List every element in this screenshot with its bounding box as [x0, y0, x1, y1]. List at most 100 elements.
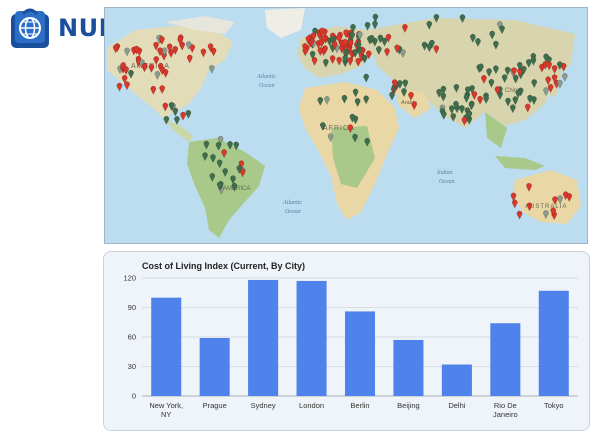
map-pin[interactable] — [215, 141, 222, 151]
map-pin[interactable] — [121, 75, 128, 84]
map-pin[interactable] — [320, 122, 326, 131]
map-pin[interactable] — [470, 34, 476, 43]
map-pin[interactable] — [471, 91, 478, 100]
map-pin[interactable] — [311, 57, 318, 66]
map-pin[interactable] — [302, 43, 308, 53]
map-pin[interactable] — [159, 66, 165, 76]
map-pin[interactable] — [210, 154, 216, 163]
map-pin[interactable] — [141, 63, 148, 73]
map-pin[interactable] — [217, 135, 224, 145]
map-pin[interactable] — [463, 94, 470, 104]
map-pin[interactable] — [238, 160, 245, 170]
map-pin[interactable] — [450, 113, 457, 122]
map-pin[interactable] — [516, 210, 523, 220]
map-pin[interactable] — [394, 44, 400, 54]
map-pin[interactable] — [347, 39, 354, 49]
map-pin[interactable] — [162, 69, 169, 78]
map-pin[interactable] — [329, 55, 336, 65]
map-pin[interactable] — [302, 47, 309, 57]
map-pin[interactable] — [524, 103, 531, 113]
map-pin[interactable] — [331, 41, 338, 50]
map-pin[interactable] — [402, 24, 408, 33]
map-pin[interactable] — [402, 79, 409, 89]
map-pin[interactable] — [216, 181, 223, 191]
map-pin[interactable] — [207, 43, 214, 53]
map-pin[interactable] — [372, 20, 378, 30]
map-pin[interactable] — [562, 73, 568, 82]
map-pin[interactable] — [385, 33, 392, 43]
map-pin[interactable] — [488, 79, 495, 88]
map-pin[interactable] — [310, 32, 317, 42]
map-pin[interactable] — [461, 116, 468, 126]
map-pin[interactable] — [324, 96, 330, 105]
map-pin[interactable] — [154, 71, 161, 80]
map-pin[interactable] — [153, 56, 160, 65]
map-pin[interactable] — [504, 66, 511, 76]
map-pin[interactable] — [433, 45, 440, 55]
map-pin[interactable] — [436, 89, 442, 98]
map-pin[interactable] — [364, 138, 371, 147]
map-pin[interactable] — [546, 61, 552, 71]
map-pin[interactable] — [557, 195, 563, 205]
map-pin[interactable] — [501, 74, 508, 84]
map-pin[interactable] — [381, 37, 388, 47]
map-pin[interactable] — [525, 59, 532, 68]
map-pin[interactable] — [343, 29, 349, 39]
map-pin[interactable] — [493, 65, 499, 75]
map-pin[interactable] — [551, 74, 558, 84]
map-pin[interactable] — [493, 40, 499, 50]
map-pin[interactable] — [372, 13, 379, 23]
map-pin[interactable] — [433, 14, 440, 23]
map-pin[interactable] — [185, 41, 192, 51]
map-pin[interactable] — [123, 66, 129, 76]
map-pin[interactable] — [320, 35, 327, 45]
map-pin[interactable] — [550, 207, 557, 217]
map-pin[interactable] — [349, 31, 355, 41]
map-pin[interactable] — [517, 61, 523, 71]
map-pin[interactable] — [499, 25, 505, 35]
map-pin[interactable] — [174, 116, 180, 125]
map-pin[interactable] — [350, 24, 356, 33]
map-pin[interactable] — [166, 43, 173, 53]
map-pin[interactable] — [317, 97, 324, 106]
map-pin[interactable] — [401, 88, 407, 98]
map-pin[interactable] — [511, 67, 517, 77]
map-pin[interactable] — [545, 76, 551, 86]
map-pin[interactable] — [180, 111, 186, 121]
map-pin[interactable] — [185, 110, 192, 119]
bar[interactable] — [490, 323, 521, 396]
map-pin[interactable] — [209, 65, 215, 74]
bar[interactable] — [296, 280, 327, 396]
map-pin[interactable] — [389, 91, 395, 101]
map-pin[interactable] — [342, 54, 349, 64]
map-pin[interactable] — [323, 58, 329, 68]
map-pin[interactable] — [236, 165, 243, 174]
map-pin[interactable] — [210, 47, 217, 57]
map-pin[interactable] — [397, 80, 403, 89]
map-pin[interactable] — [157, 47, 163, 57]
map-pin[interactable] — [124, 47, 130, 57]
map-pin[interactable] — [368, 35, 375, 44]
map-pin[interactable] — [531, 96, 537, 106]
bar[interactable] — [538, 290, 569, 396]
map-pin[interactable] — [227, 141, 233, 150]
map-pin[interactable] — [172, 46, 179, 55]
map-pin[interactable] — [494, 86, 501, 96]
map-pin[interactable] — [203, 140, 210, 150]
map-pin[interactable] — [159, 36, 165, 45]
map-pin[interactable] — [354, 98, 361, 107]
map-pin[interactable] — [453, 100, 459, 110]
map-pin[interactable] — [527, 94, 533, 104]
map-pin[interactable] — [112, 44, 119, 54]
map-pin[interactable] — [372, 37, 378, 47]
map-pin[interactable] — [478, 63, 484, 73]
map-pin[interactable] — [510, 104, 516, 114]
map-pin[interactable] — [168, 102, 175, 111]
map-pin[interactable] — [497, 21, 503, 30]
map-pin[interactable] — [530, 57, 537, 66]
map-pin[interactable] — [531, 79, 537, 89]
map-pin[interactable] — [440, 85, 447, 95]
map-pin[interactable] — [341, 94, 348, 104]
map-pin[interactable] — [556, 61, 563, 71]
map-pin[interactable] — [179, 41, 185, 51]
